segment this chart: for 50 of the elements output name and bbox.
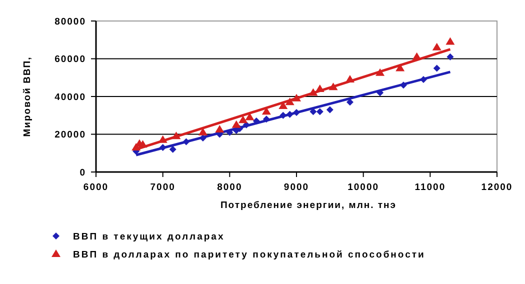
x-tick-label: 6000	[83, 182, 109, 193]
y-tick-label: 60000	[54, 54, 86, 66]
point	[412, 52, 422, 60]
point	[262, 116, 270, 123]
legend-label: ВВП в текущих долларах	[73, 231, 225, 242]
x-tick-label: 11000	[414, 182, 446, 193]
point	[315, 84, 324, 92]
point	[433, 64, 440, 72]
point	[316, 108, 324, 116]
point	[172, 132, 181, 140]
point	[376, 89, 384, 96]
point	[138, 140, 148, 148]
point	[285, 98, 294, 106]
point	[286, 110, 294, 118]
x-tick-label: 10000	[348, 182, 380, 193]
point	[215, 125, 224, 133]
y-tick-label: 20000	[54, 130, 86, 141]
point	[252, 118, 260, 125]
y-tick-label: 40000	[54, 92, 86, 103]
y-tick-label: 0	[80, 167, 86, 178]
point	[169, 146, 176, 153]
point	[446, 37, 455, 45]
point	[159, 144, 166, 151]
point	[293, 109, 300, 116]
x-tick-label: 8000	[217, 182, 242, 193]
y-tick-label: 80000	[54, 16, 86, 28]
x-tick-label: 9000	[284, 182, 310, 193]
point	[280, 112, 287, 119]
point	[396, 64, 405, 72]
point	[328, 82, 338, 90]
x-tick-label: 7000	[150, 182, 176, 193]
point	[226, 128, 234, 136]
point	[345, 75, 354, 83]
point	[232, 120, 241, 128]
point	[400, 82, 407, 89]
point	[182, 138, 190, 146]
legend-label: ВВП в долларах по паритету покупательной способности	[73, 249, 426, 260]
point	[242, 121, 250, 128]
point	[292, 94, 301, 102]
y-axis-title: Мировой ВВП,	[22, 56, 33, 137]
point	[376, 68, 385, 76]
point	[310, 108, 317, 116]
x-axis-title: Потребление энергии, млн. тнэ	[220, 200, 397, 211]
point	[446, 53, 454, 60]
point	[238, 116, 248, 124]
x-tick-label: 12000	[481, 182, 513, 193]
point	[326, 106, 334, 114]
point	[432, 42, 442, 50]
point	[346, 98, 354, 106]
point	[308, 88, 318, 96]
